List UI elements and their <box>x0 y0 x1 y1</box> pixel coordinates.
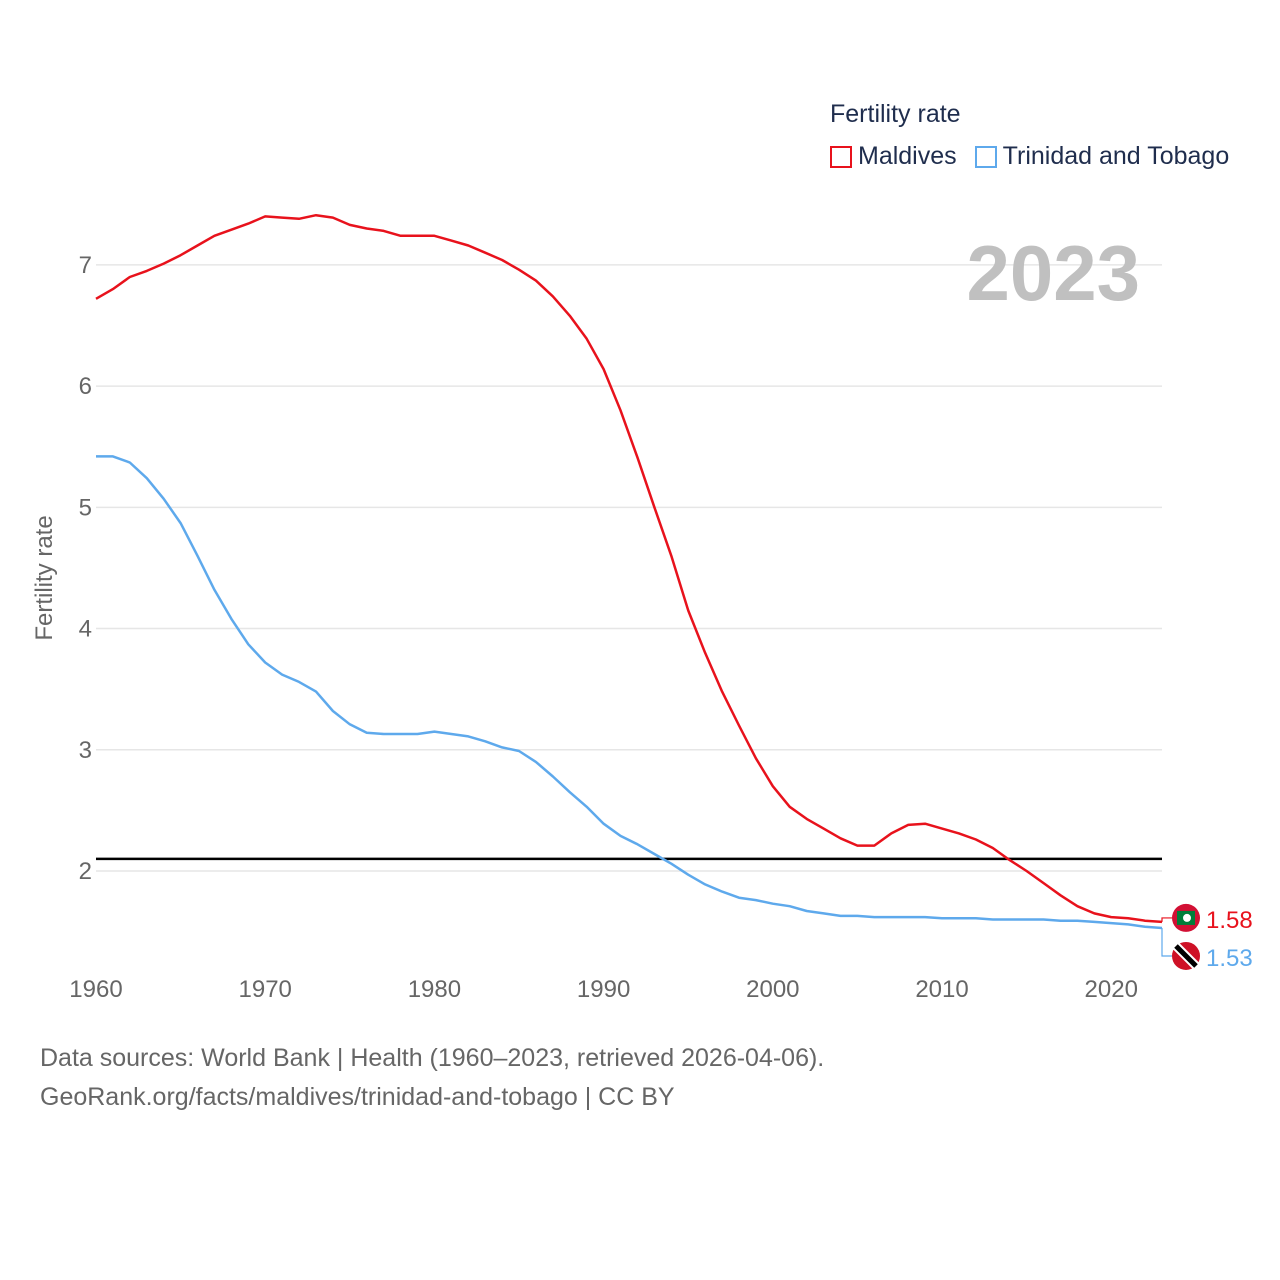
connector-trinidad <box>1161 927 1172 957</box>
legend-item-maldives[interactable]: Maldives <box>830 142 957 171</box>
legend-label-trinidad: Trinidad and Tobago <box>1002 142 1230 170</box>
flag-band-black-trinidad <box>1174 944 1198 968</box>
y-tick-label: 4 <box>79 616 92 643</box>
x-tick-label: 1960 <box>69 976 122 1003</box>
axis-ticks: 2 3 4 5 6 7 1960 1970 1980 1990 2000 2010 2020 <box>69 252 1138 1003</box>
footer-source: Data sources: World Bank | Health (1960–… <box>40 1044 825 1072</box>
legend-title: Fertility rate <box>830 100 961 128</box>
flag-crescent-maldives <box>1183 913 1191 922</box>
legend: Maldives Trinidad and Tobago <box>830 142 1229 171</box>
x-tick-label: 1980 <box>408 976 461 1003</box>
footer-link[interactable]: GeoRank.org/facts/maldives/trinidad-and-… <box>40 1083 675 1111</box>
y-tick-label: 5 <box>79 494 92 521</box>
x-tick-label: 2020 <box>1085 976 1138 1003</box>
x-tick-label: 2010 <box>915 976 968 1003</box>
y-tick-label: 2 <box>79 858 92 885</box>
grid-lines <box>96 264 1162 872</box>
series-lines <box>95 213 1163 930</box>
y-axis-label: Fertility rate <box>31 515 58 640</box>
legend-swatch-maldives <box>830 145 852 168</box>
x-tick-label: 2000 <box>746 976 799 1003</box>
end-label-maldives: 1.58 <box>1206 907 1253 934</box>
y-tick-label: 7 <box>79 252 92 279</box>
series-line-trinidad <box>96 455 1163 930</box>
current-year-label: 2023 <box>966 229 1140 317</box>
series-line-maldives <box>95 213 1163 924</box>
legend-label-maldives: Maldives <box>858 142 957 170</box>
legend-item-trinidad[interactable]: Trinidad and Tobago <box>974 142 1230 171</box>
legend-swatch-trinidad <box>974 145 997 168</box>
x-tick-label: 1990 <box>577 976 630 1003</box>
end-labels: 1.58 1.53 <box>1161 903 1253 972</box>
y-tick-label: 6 <box>79 373 92 400</box>
end-label-trinidad: 1.53 <box>1206 945 1253 972</box>
x-tick-label: 1970 <box>239 976 292 1003</box>
connector-maldives <box>1161 917 1172 922</box>
y-tick-label: 3 <box>79 737 92 764</box>
